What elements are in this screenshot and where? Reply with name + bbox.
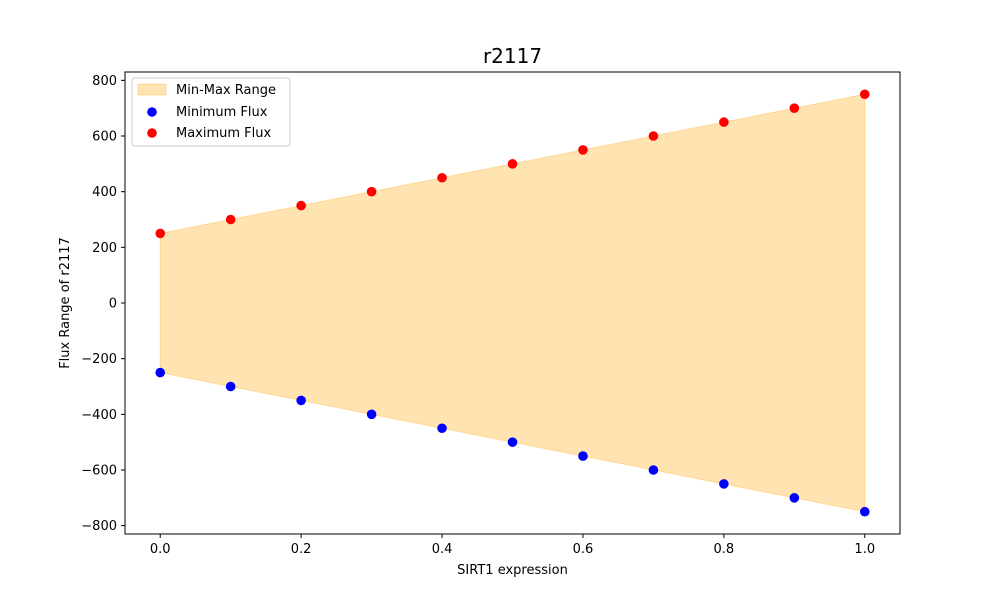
x-tick-label: 0.2 xyxy=(291,542,312,557)
minimum-flux-point xyxy=(155,367,166,378)
x-axis-label: SIRT1 expression xyxy=(457,563,568,578)
x-tick-label: 0.4 xyxy=(432,542,453,557)
data-points xyxy=(155,89,870,517)
minimum-flux-point xyxy=(437,423,447,434)
maximum-flux-point xyxy=(296,200,306,211)
y-tick-label: −200 xyxy=(81,352,117,367)
y-tick-label: 200 xyxy=(92,241,117,256)
legend-label-minimum-flux: Minimum Flux xyxy=(176,105,268,120)
legend-marker-minimum-flux xyxy=(147,107,157,117)
y-tick-label: 0 xyxy=(109,297,117,312)
maximum-flux-point xyxy=(648,131,659,141)
y-tick-label: −800 xyxy=(81,519,117,534)
x-tick-label: 0.0 xyxy=(150,542,171,557)
maximum-flux-point xyxy=(437,172,447,183)
legend: Min-Max Range Minimum Flux Maximum Flux xyxy=(131,77,291,147)
y-tick-label: −600 xyxy=(81,463,117,478)
y-axis-label: Flux Range of r2117 xyxy=(58,237,73,369)
x-tick-label: 0.8 xyxy=(714,542,735,557)
maximum-flux-point xyxy=(155,228,166,239)
chart-title: r2117 xyxy=(483,44,542,68)
legend-label-maximum-flux: Maximum Flux xyxy=(176,126,272,141)
legend-label-min-max-range: Min-Max Range xyxy=(176,83,276,98)
y-tick-label: 800 xyxy=(92,74,117,89)
maximum-flux-point xyxy=(719,117,729,127)
x-tick-label: 1.0 xyxy=(854,542,875,557)
minimum-flux-point xyxy=(366,409,377,420)
legend-swatch-min-max-range xyxy=(137,83,167,96)
y-tick-label: −400 xyxy=(81,408,117,423)
maximum-flux-point xyxy=(225,214,236,225)
legend-frame xyxy=(131,77,291,147)
minimum-flux-point xyxy=(578,451,588,461)
y-axis: −800 −600 −400 −200 0 200 400 600 800 xyxy=(81,74,125,534)
minimum-flux-point xyxy=(859,506,870,517)
minimum-flux-point xyxy=(225,381,236,392)
x-tick-label: 0.6 xyxy=(573,542,594,557)
minimum-flux-point xyxy=(648,465,659,475)
minimum-flux-point xyxy=(789,493,800,503)
maximum-flux-point xyxy=(578,145,588,155)
maximum-flux-point xyxy=(366,186,377,197)
y-tick-label: 600 xyxy=(92,130,117,145)
maximum-flux-point xyxy=(789,103,800,113)
minimum-flux-point xyxy=(296,395,306,406)
maximum-flux-point xyxy=(859,89,870,100)
x-axis: 0.0 0.2 0.4 0.6 0.8 1.0 xyxy=(150,534,875,557)
minimum-flux-point xyxy=(507,437,518,447)
minimum-flux-point xyxy=(719,479,729,489)
maximum-flux-point xyxy=(507,159,518,169)
y-tick-label: 400 xyxy=(92,185,117,200)
legend-marker-maximum-flux xyxy=(147,128,157,138)
